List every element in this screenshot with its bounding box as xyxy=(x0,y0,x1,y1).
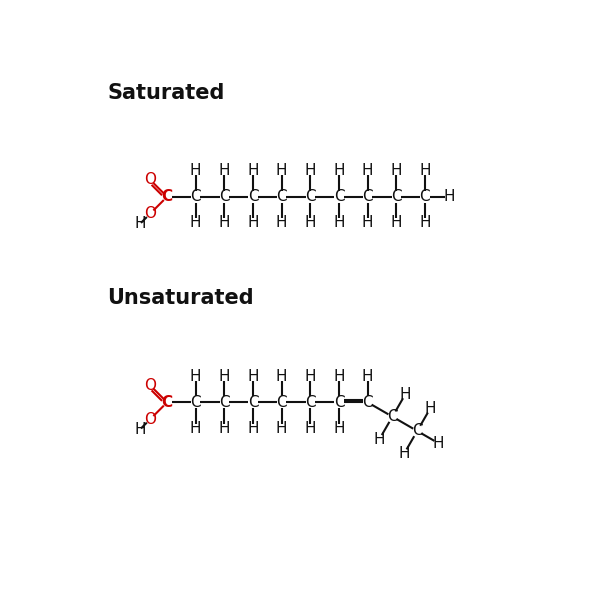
Text: H: H xyxy=(333,421,345,436)
Text: O: O xyxy=(144,206,156,221)
Text: H: H xyxy=(276,421,287,436)
Text: C: C xyxy=(334,395,344,410)
Text: H: H xyxy=(304,215,316,230)
Text: O: O xyxy=(144,378,156,393)
Text: C: C xyxy=(248,395,259,410)
Text: Saturated: Saturated xyxy=(107,83,224,103)
Text: H: H xyxy=(419,163,431,178)
Text: Unsaturated: Unsaturated xyxy=(107,289,254,308)
Text: C: C xyxy=(334,189,344,204)
Text: C: C xyxy=(219,395,230,410)
Text: H: H xyxy=(190,369,201,384)
Text: H: H xyxy=(190,215,201,230)
Text: H: H xyxy=(218,421,230,436)
Text: H: H xyxy=(443,189,455,204)
Text: H: H xyxy=(390,163,402,178)
Text: C: C xyxy=(412,424,423,439)
Text: C: C xyxy=(190,189,201,204)
Text: C: C xyxy=(219,189,230,204)
Text: H: H xyxy=(247,421,259,436)
Text: C: C xyxy=(162,395,173,410)
Text: H: H xyxy=(374,431,386,446)
Text: H: H xyxy=(400,387,411,402)
Text: H: H xyxy=(304,163,316,178)
Text: H: H xyxy=(304,421,316,436)
Text: H: H xyxy=(190,163,201,178)
Text: H: H xyxy=(247,369,259,384)
Text: H: H xyxy=(333,369,345,384)
Text: H: H xyxy=(425,401,436,416)
Text: C: C xyxy=(305,189,315,204)
Text: C: C xyxy=(162,189,173,204)
Text: H: H xyxy=(247,215,259,230)
Text: H: H xyxy=(419,215,431,230)
Text: H: H xyxy=(218,215,230,230)
Text: H: H xyxy=(247,163,259,178)
Text: H: H xyxy=(218,369,230,384)
Text: H: H xyxy=(218,163,230,178)
Text: O: O xyxy=(144,172,156,187)
Text: C: C xyxy=(248,189,259,204)
Text: H: H xyxy=(135,216,146,231)
Text: C: C xyxy=(276,189,287,204)
Text: H: H xyxy=(333,215,345,230)
Text: H: H xyxy=(362,215,373,230)
Text: C: C xyxy=(276,395,287,410)
Text: H: H xyxy=(362,369,373,384)
Text: C: C xyxy=(362,189,373,204)
Text: H: H xyxy=(362,163,373,178)
Text: C: C xyxy=(420,189,430,204)
Text: C: C xyxy=(190,395,201,410)
Text: H: H xyxy=(276,215,287,230)
Text: C: C xyxy=(391,189,401,204)
Text: H: H xyxy=(333,163,345,178)
Text: H: H xyxy=(276,163,287,178)
Text: H: H xyxy=(398,446,410,461)
Text: H: H xyxy=(190,421,201,436)
Text: H: H xyxy=(304,369,316,384)
Text: C: C xyxy=(387,409,398,424)
Text: H: H xyxy=(432,436,444,451)
Text: C: C xyxy=(305,395,315,410)
Text: H: H xyxy=(390,215,402,230)
Text: H: H xyxy=(276,369,287,384)
Text: O: O xyxy=(144,412,156,427)
Text: H: H xyxy=(135,422,146,437)
Text: C: C xyxy=(362,395,373,410)
